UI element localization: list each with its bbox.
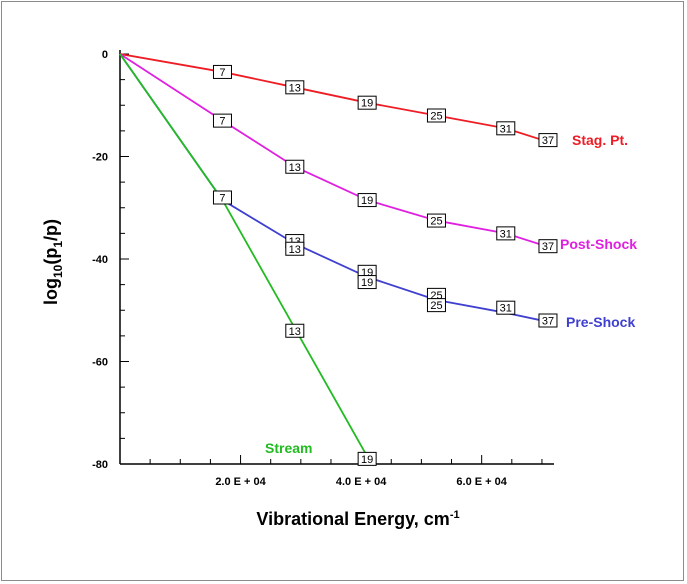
point-marker-label: 37 <box>542 241 554 253</box>
point-marker-box <box>357 451 377 466</box>
x-tick-label: 2.0 E + 04 <box>215 476 266 488</box>
point-marker-label: 13 <box>289 326 301 338</box>
point-marker-label: 31 <box>500 228 512 240</box>
series-label-stag-pt: Stag. Pt. <box>572 132 628 148</box>
point-marker-box <box>538 239 558 254</box>
point-marker-box <box>426 108 446 123</box>
point-marker-box <box>496 300 516 315</box>
y-tick-label: -20 <box>92 152 108 164</box>
point-marker-label: 37 <box>542 135 554 147</box>
point-marker-label: 13 <box>289 244 301 256</box>
point-marker-box <box>212 190 232 205</box>
point-marker-label: 19 <box>361 277 373 289</box>
point-marker-box <box>285 241 305 256</box>
point-marker-box <box>285 80 305 95</box>
point-marker-box <box>357 95 377 110</box>
point-marker-label: 19 <box>361 98 373 110</box>
point-marker-box <box>426 298 446 313</box>
point-marker-box <box>285 323 305 338</box>
y-tick-label: -60 <box>92 357 108 369</box>
point-marker-box <box>538 133 558 148</box>
point-marker-box <box>212 64 232 79</box>
point-marker-box <box>538 313 558 328</box>
series-label-pre-shock: Pre-Shock <box>566 314 635 330</box>
point-marker-box <box>496 121 516 136</box>
series-line-stag-pt <box>119 53 555 145</box>
point-marker-label: 7 <box>219 116 225 128</box>
point-marker-box <box>212 113 232 128</box>
point-marker-label: 25 <box>430 111 442 123</box>
point-marker-label: 25 <box>430 300 442 312</box>
point-marker-label: 25 <box>430 216 442 228</box>
point-marker-label: 19 <box>361 454 373 466</box>
y-tick-label: -40 <box>92 254 108 266</box>
point-markers: 7131925313771319253137713131919252531371… <box>212 64 558 466</box>
point-marker-label: 7 <box>219 193 225 205</box>
series-lines <box>119 53 555 457</box>
y-axis-title: log10(p1/p) <box>41 219 65 305</box>
point-marker-box <box>496 226 516 241</box>
point-marker-label: 13 <box>289 82 301 94</box>
x-tick-label: 6.0 E + 04 <box>456 476 507 488</box>
series-line-pre-shock <box>119 53 555 324</box>
series-line-stream <box>119 53 368 457</box>
point-marker-label: 13 <box>289 162 301 174</box>
x-tick-label: 4.0 E + 04 <box>336 476 387 488</box>
point-marker-label: 37 <box>542 316 554 328</box>
axes: 0 -20 -40 -60 -80 2.0 E + 04 4.0 E + 04 6.0 E +… <box>92 49 554 488</box>
series-label-post-shock: Post-Shock <box>560 236 637 252</box>
point-marker-box <box>426 213 446 228</box>
x-axis-title: Vibrational Energy, cm-1 <box>256 509 459 529</box>
point-marker-label: 31 <box>500 303 512 315</box>
point-marker-box <box>285 159 305 174</box>
point-marker-box <box>357 193 377 208</box>
series-label-stream: Stream <box>265 440 312 456</box>
y-tick-label: 0 <box>102 49 108 61</box>
point-marker-label: 19 <box>361 195 373 207</box>
series-line-post-shock <box>119 53 555 250</box>
point-marker-box <box>357 275 377 290</box>
point-marker-label: 7 <box>219 67 225 79</box>
point-marker-label: 31 <box>500 123 512 135</box>
y-tick-label: -80 <box>92 459 108 471</box>
